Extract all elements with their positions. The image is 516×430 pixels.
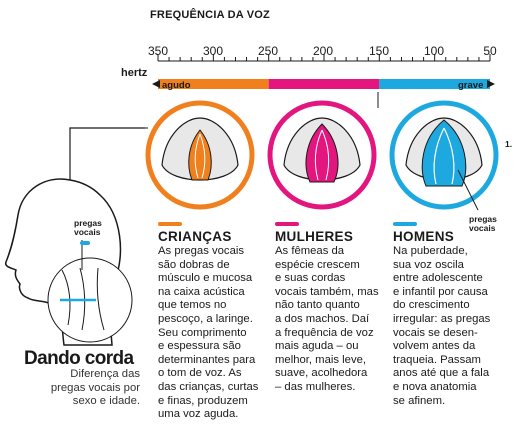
men-text: Na puberdade, sua voz oscila entre adole…	[393, 245, 491, 407]
page-title: Dando corda	[24, 348, 134, 369]
tick-label-250: 250	[257, 44, 279, 58]
arrow-left-icon	[152, 80, 160, 88]
tick-label-200: 200	[312, 44, 334, 58]
band-label-grave: grave	[458, 80, 484, 91]
children-heading: CRIANÇAS	[158, 229, 232, 244]
pregas-label-accent-left	[80, 241, 90, 245]
women-text: As fêmeas da espécie crescem e suas cord…	[275, 245, 379, 393]
scale-title: FREQUÊNCIA DA VOZ	[150, 9, 270, 21]
frequency-ruler	[157, 54, 491, 62]
scale-unit-label: hertz	[121, 67, 148, 79]
children-accent	[158, 222, 182, 226]
footnote-marker: 1.	[505, 139, 513, 149]
frequency-band-0	[158, 79, 269, 89]
tick-label-350: 350	[147, 44, 169, 58]
tick-label-50: 50	[483, 44, 497, 58]
tick-label-100: 100	[423, 44, 445, 58]
pregas-vocais-label-right: pregas vocais	[469, 214, 497, 233]
larynx-circle-women	[267, 100, 377, 210]
pregas-vocais-label-left: pregas vocais	[74, 218, 102, 237]
tick-label-300: 300	[202, 44, 224, 58]
frequency-band-2	[379, 79, 490, 89]
frequency-bands	[158, 79, 490, 89]
men-accent	[393, 222, 417, 226]
larynx-circle-men	[389, 100, 499, 211]
page-subtitle: Diferença das pregas vocais por sexo e i…	[50, 368, 140, 408]
larynx-circle-children	[145, 100, 255, 210]
children-text: As pregas vocais são dobras de músculo e…	[158, 245, 259, 421]
tick-label-150: 150	[368, 44, 390, 58]
band-label-agudo: agudo	[162, 80, 191, 91]
men-heading: HOMENS	[393, 229, 455, 244]
frequency-band-1	[268, 79, 380, 89]
head-profile-illustration	[4, 127, 145, 346]
women-heading: MULHERES	[275, 229, 354, 244]
women-accent	[275, 222, 299, 226]
arrow-right-icon	[487, 80, 495, 88]
